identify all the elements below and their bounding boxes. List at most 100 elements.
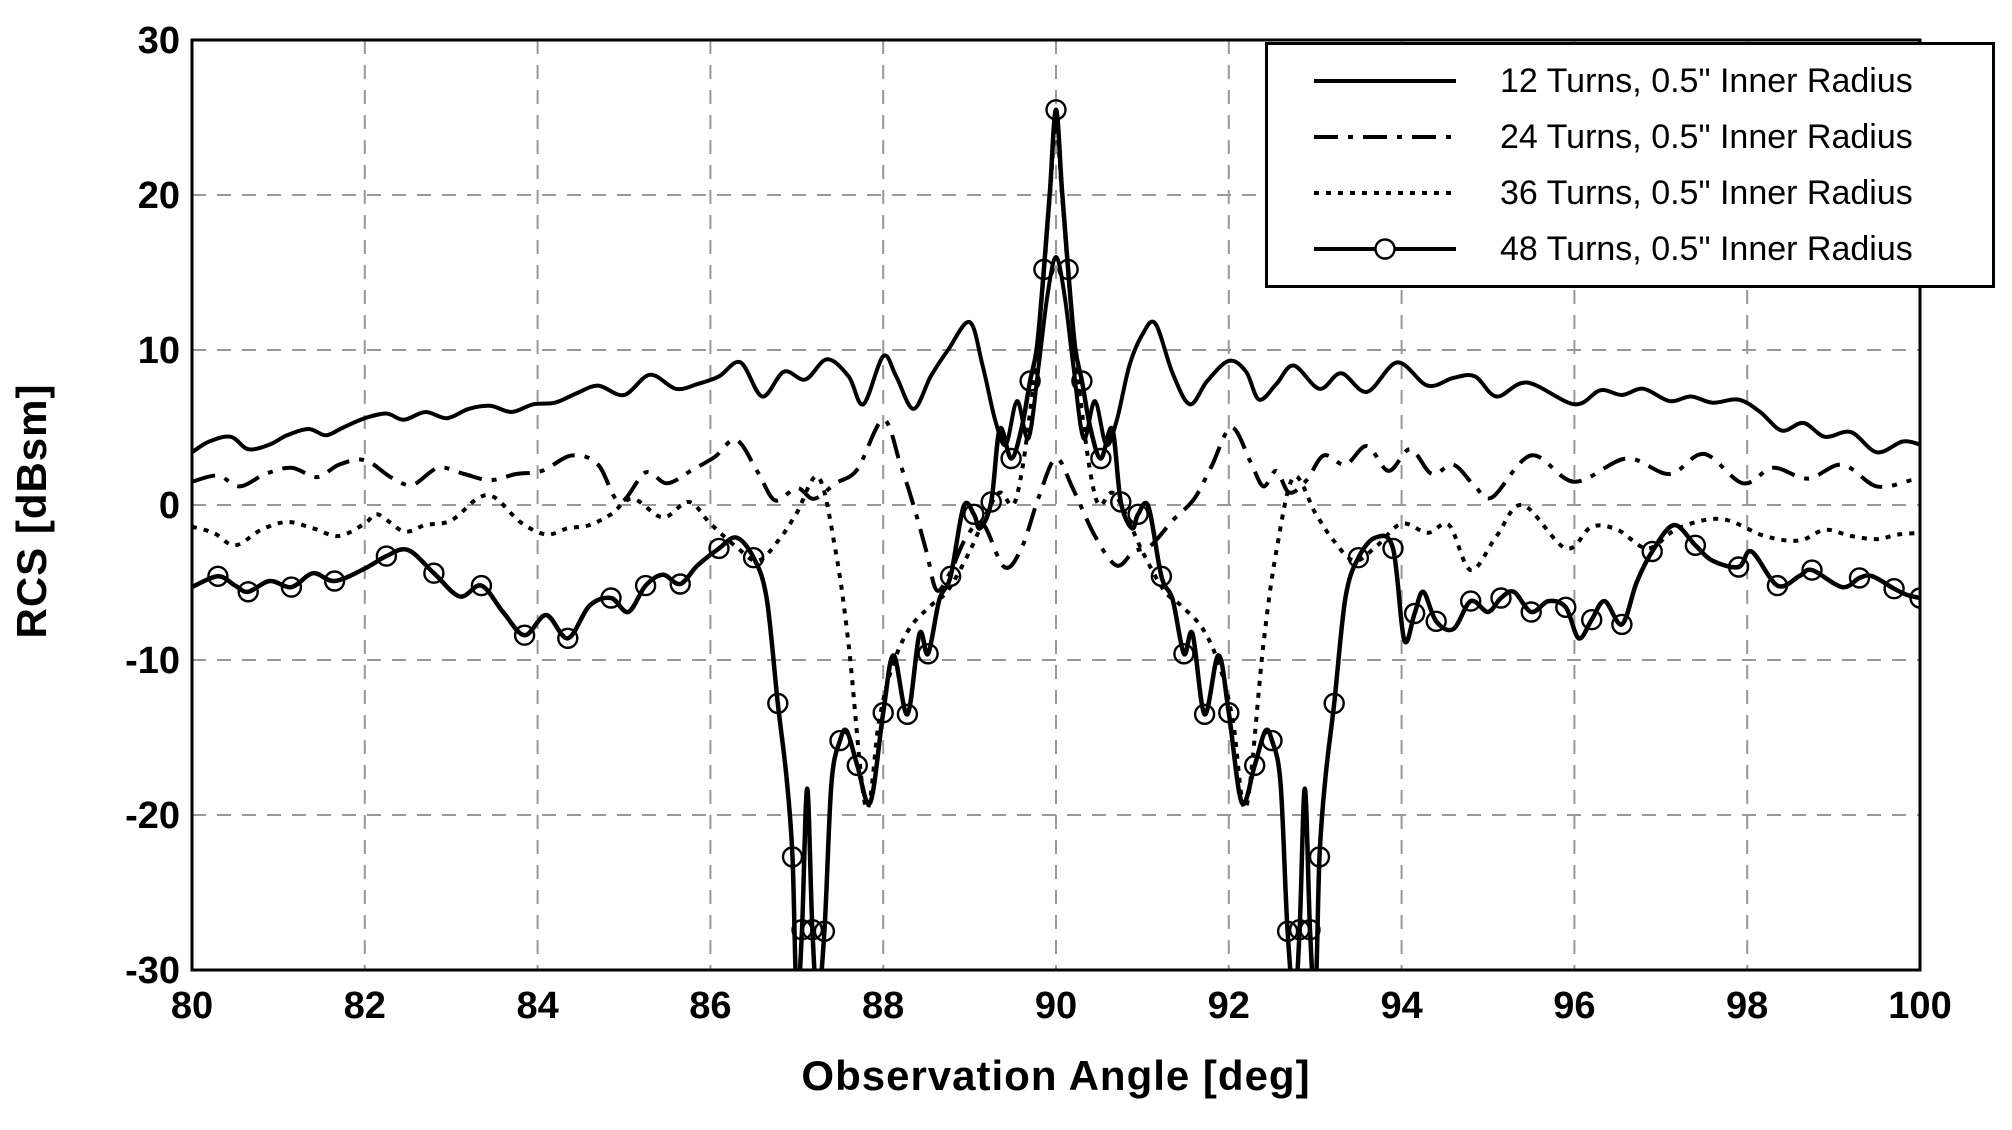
data-point-marker [1766,574,1789,597]
x-tick-label: 86 [689,985,731,1027]
data-point-marker [1090,447,1112,470]
data-point-marker [1848,567,1871,589]
data-point-marker [1033,258,1055,281]
data-point-marker [1299,919,1321,941]
data-point-marker [1243,754,1266,777]
data-point-marker [1127,503,1149,525]
data-point-marker [323,570,346,592]
series-line [192,254,1920,455]
x-tick-label: 82 [344,985,386,1027]
y-tick-label: 0 [159,485,180,527]
data-point-marker [1459,590,1482,612]
plot-border [190,38,1922,972]
data-point-marker [846,754,868,777]
data-point-marker [801,919,824,941]
data-point-marker [1555,596,1577,618]
legend-swatch-12-turns [1314,79,1456,83]
x-tick-label: 84 [516,985,558,1027]
series-line [192,107,1920,970]
data-point-marker [829,729,851,752]
data-point-marker [470,574,493,597]
data-point-marker [237,581,259,603]
data-point-marker [1071,370,1093,392]
data-point-marker [1490,587,1512,609]
data-point-marker [1684,534,1707,556]
x-tick-label: 100 [1888,985,1951,1027]
y-axis-label: RCS [dBsm] [8,383,55,639]
y-tick-label: -20 [125,795,180,837]
series-48-turns [192,99,1920,970]
data-point-marker [1425,610,1447,632]
data-point-marker [1347,547,1370,569]
data-point-marker [280,576,303,598]
data-point-marker [1000,447,1022,470]
legend-label: 48 Turns, 0.5" Inner Radius [1500,229,1913,268]
legend-item: 48 Turns, 0.5" Inner Radius [1268,222,1992,277]
x-axis-label: Observation Angle [deg] [801,1052,1311,1099]
data-point-marker [1520,601,1542,623]
data-point-marker [1019,370,1041,392]
data-point-marker [1218,702,1240,724]
legend-marker-circle [1374,238,1396,260]
data-point-marker [939,565,962,587]
data-point-marker [1193,703,1216,725]
data-point-marker [1382,537,1404,560]
y-tick-label: -10 [125,640,180,682]
series-12-turns [192,254,1920,455]
data-point-marker [1909,587,1920,609]
data-point-marker [980,491,1002,513]
x-tick-label: 92 [1208,985,1250,1027]
data-point-marker [813,920,836,942]
data-point-marker [669,573,691,595]
legend-label: 24 Turns, 0.5" Inner Radius [1500,117,1913,156]
legend-item: 12 Turns, 0.5" Inner Radius [1268,54,1992,109]
data-point-marker [1801,559,1823,581]
data-point-marker [1308,846,1331,868]
data-point-marker [1288,919,1311,941]
data-point-marker [896,703,919,725]
data-point-marker [634,574,657,597]
data-point-marker [1057,258,1079,281]
data-point-marker [781,846,804,868]
data-point-marker [375,545,398,567]
series-line [192,123,1920,811]
series-36-turns [192,123,1920,811]
data-point-marker [1150,565,1173,587]
x-tick-label: 94 [1380,985,1422,1027]
y-tick-label: 20 [138,175,180,217]
legend-item: 36 Turns, 0.5" Inner Radius [1268,166,1992,221]
data-point-marker [1110,491,1132,513]
data-point-marker [791,919,813,941]
y-tick-label: 30 [138,20,180,62]
data-point-marker [1403,602,1426,625]
legend-swatch-36-turns [1314,191,1456,195]
x-tick-label: 90 [1035,985,1077,1027]
data-point-marker [767,692,789,715]
data-point-marker [1323,692,1345,715]
legend-swatch-48-turns [1314,238,1456,260]
x-tick-label: 96 [1553,985,1595,1027]
x-tick-label: 98 [1726,985,1768,1027]
legend-swatch-24-turns [1314,135,1456,139]
legend-label: 36 Turns, 0.5" Inner Radius [1500,173,1913,212]
data-point-marker [600,587,622,609]
data-point-marker [1580,609,1603,631]
data-point-marker [1045,99,1067,121]
data-point-marker [1727,556,1750,578]
data-point-marker [1173,643,1195,665]
data-point-marker [963,503,985,525]
data-point-marker [1611,613,1633,636]
data-point-marker [708,537,730,560]
legend-label: 12 Turns, 0.5" Inner Radius [1500,61,1913,100]
data-point-marker [207,565,229,587]
data-point-marker [872,702,894,724]
data-point-marker [917,643,939,665]
x-tick-label: 88 [862,985,904,1027]
data-point-marker [1883,578,1905,600]
series-line [192,417,1912,593]
legend: 12 Turns, 0.5" Inner Radius 24 Turns, 0.5… [1265,42,1995,288]
x-tick-label: 80 [171,985,213,1027]
y-tick-label: -30 [125,950,180,992]
